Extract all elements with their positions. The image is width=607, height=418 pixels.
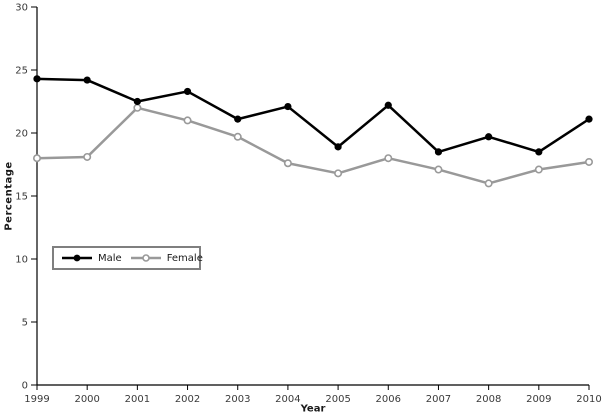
data-point-male [384,101,392,109]
male-series-line-icon [62,254,92,262]
series-line-male [35,77,591,154]
x-tick-label: 2001 [125,394,150,405]
data-point-female [133,103,142,112]
legend-label-male: Male [98,252,122,264]
x-tick-label: 2003 [225,394,250,405]
x-tick-label: 2005 [325,394,350,405]
y-tick-label: 15 [15,192,28,203]
x-tick-label: 2008 [476,394,501,405]
data-point-male [434,148,443,156]
legend-item-male: Male [61,253,122,264]
y-tick-label: 30 [15,3,28,14]
x-tick-label: 2007 [426,394,451,405]
data-point-male [585,115,593,123]
y-tick-label: 5 [22,318,28,329]
series-line-female [35,106,591,185]
x-tick-label: 2002 [175,394,200,405]
data-point-male [535,148,543,156]
female-series-line-icon [130,254,161,262]
legend-label-female: Female [166,252,203,264]
x-tick-label: 2004 [275,394,300,405]
legend: Male Female [52,246,203,270]
legend-item-female: Female [130,253,203,264]
y-tick-label: 20 [15,129,28,140]
data-point-female [384,154,393,163]
data-point-female [434,165,443,174]
data-point-female [183,116,192,125]
data-point-female [484,179,493,188]
data-point-male [334,143,342,151]
data-point-male [83,76,91,84]
data-point-female [233,132,242,141]
x-axis-title: Year [300,403,326,415]
data-point-male [133,97,141,106]
x-tick-label: 1999 [24,394,49,405]
data-point-female [83,152,92,161]
x-tick-label: 2000 [74,394,99,405]
data-point-male [234,115,242,123]
data-point-female [283,159,292,168]
x-tick-label: 2009 [526,394,551,405]
data-point-female [534,165,543,174]
y-axis-title: Percentage [3,161,15,231]
data-point-male [183,87,192,96]
x-tick-label: 2010 [576,394,601,405]
data-point-male [33,75,41,83]
y-tick-label: 0 [22,381,28,392]
data-point-female [584,157,593,166]
data-point-female [334,169,343,178]
x-tick-label: 2006 [376,394,401,405]
y-tick-label: 10 [15,255,28,266]
y-tick-label: 25 [15,66,28,77]
data-point-male [284,102,292,111]
data-point-male [485,133,493,141]
data-point-female [32,154,41,163]
